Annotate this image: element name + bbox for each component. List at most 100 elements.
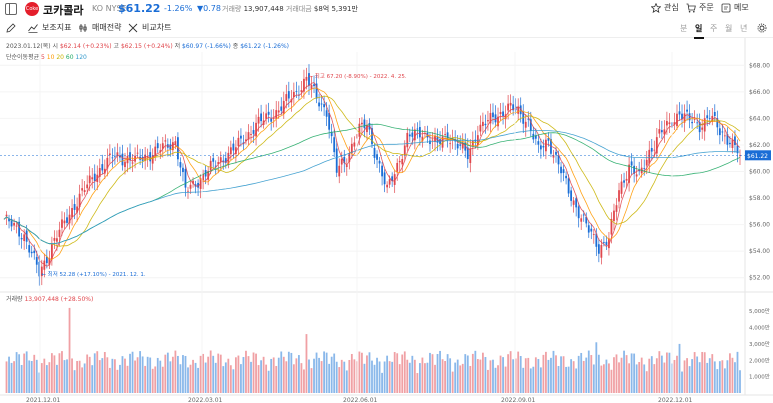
volume-bar [166,352,169,393]
volume-bar [202,353,205,393]
volume-bar [66,359,68,393]
volume-bar [426,362,429,393]
volume-bar [154,366,157,393]
candle-body [315,83,318,99]
interest-button[interactable]: 관심 [651,2,679,13]
period-tab-year[interactable]: 년 [740,24,748,33]
volume-bar [729,353,731,393]
volume-bar [252,352,255,393]
volume-bar [698,362,701,393]
candle-body [5,214,8,217]
volume-bar [718,361,721,393]
candle-body [459,144,462,146]
volume-bar [691,359,694,393]
volume-bar [275,365,278,393]
candle-body [693,119,696,120]
candle-body [71,208,73,218]
strategy-button[interactable]: 매매전략 [78,22,121,33]
active-period-indicator [694,37,704,39]
volume-bar [469,365,472,393]
x-tick-label: 2022.09.01 [501,397,536,403]
volume-bar [18,354,21,393]
candle-body [56,238,58,242]
volume-bar [418,363,421,393]
y-tick-label: $54.00 [749,248,770,255]
volume-bar [194,362,197,393]
volume-bar [658,351,661,393]
candle-body [240,135,242,139]
candle-body [708,118,711,119]
volume-tick-label: 4,000만 [749,324,770,332]
pencil-icon[interactable] [6,23,16,33]
candle-body [93,173,96,181]
period-tab-week[interactable]: 주 [710,24,718,33]
moving-average-10 [3,87,741,260]
volume-bar [373,364,376,393]
indicator-button[interactable]: 보조지표 [28,22,71,33]
candle-body [623,180,625,183]
compare-button[interactable]: 비교차트 [128,22,171,33]
volume-bar [542,354,545,393]
candle-body [119,155,121,158]
volume-bar [333,353,336,393]
candle-body [255,122,257,137]
period-tab-month[interactable]: 월 [725,24,733,33]
volume-bar [640,357,643,393]
sidebar-toggle-icon[interactable] [5,3,17,15]
candle-body [429,140,431,145]
candle-body [517,106,520,114]
volume-bar [298,355,300,393]
volume-bar [449,358,452,393]
volume-bar [13,361,15,393]
candle-body [482,121,484,126]
volume-bar [590,355,593,393]
candle-body [272,118,275,119]
candle-body [144,154,147,161]
candle-body [229,147,232,155]
candle-body [721,131,724,133]
volume-bar [731,357,734,393]
volume-bar [411,355,414,393]
candle-body [466,147,469,160]
ma-periods: 5 10 20 60 120 [41,54,87,61]
volume-bar [401,354,404,393]
volume-bar [169,361,172,393]
volume-bar [285,361,288,393]
volume-bar [214,362,217,393]
volume-bar [413,359,416,393]
candle-body [729,142,731,145]
settings-gear-icon[interactable] [757,23,767,33]
candle-body [101,164,104,171]
candle-body [250,134,252,135]
volume-bar [171,356,174,393]
candle-body [13,223,15,226]
order-button[interactable]: 주문 [686,2,714,13]
candle-body [537,141,540,145]
candle-body [572,200,575,205]
price-chart[interactable]: $68.00 $66.00 $64.00 $62.00 $60.00 $58.00 $56.… [0,38,773,403]
volume-bar [421,357,424,393]
candle-body [655,137,658,154]
candle-body [345,165,348,167]
candle-body [308,73,310,86]
candle-body [723,135,726,137]
candle-body [252,130,255,134]
period-tab-day[interactable]: 일 [695,24,703,33]
volume-bar [371,360,373,393]
volume-bar [676,355,678,393]
candle-body [270,118,273,122]
volume-bar [53,355,56,393]
period-tab-minute[interactable]: 분 [680,24,688,33]
candle-body [673,122,676,125]
memo-button[interactable]: 메모 [721,2,749,13]
candle-body [497,116,499,127]
volume-bar [76,360,78,393]
volume-bar [625,355,628,393]
candle-body [234,147,237,155]
candle-body [600,244,603,258]
volume-bar [212,355,215,393]
volume-bar [106,357,109,393]
candle-body [214,165,217,167]
volume-bar [282,356,285,393]
candle-body [197,182,199,188]
